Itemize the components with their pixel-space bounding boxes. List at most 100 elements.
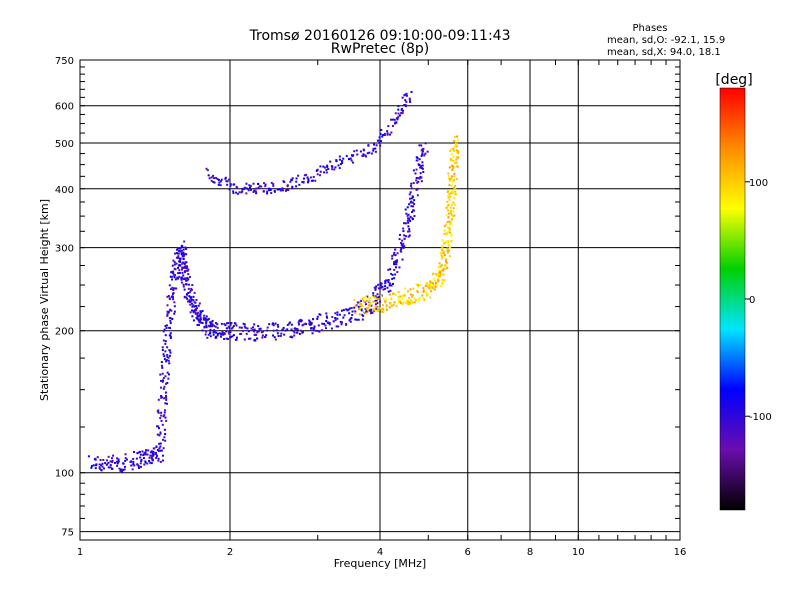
data-point [204,317,207,320]
data-point [425,294,428,297]
data-point [176,266,179,269]
data-point [207,333,210,336]
data-point [447,172,450,175]
data-point [435,272,438,275]
data-point [213,177,216,180]
data-point [277,335,280,338]
data-point [408,227,411,230]
data-point [233,322,236,325]
data-point [227,325,230,328]
data-point [390,131,393,134]
data-point [184,246,187,249]
data-point [152,454,155,457]
data-point [165,327,168,330]
data-point [357,305,360,308]
data-point [447,196,450,199]
data-point [302,180,305,183]
data-point [167,311,170,314]
data-point [449,222,452,225]
data-point [421,161,424,164]
data-point [398,298,401,301]
data-point [199,313,202,316]
data-point [450,222,453,225]
data-point [404,301,407,304]
data-point [316,315,319,318]
data-point [308,319,311,322]
data-point [205,315,208,318]
data-point [111,459,114,462]
data-point [405,299,408,302]
data-point [272,183,275,186]
data-point [201,321,204,324]
data-point [443,250,446,253]
data-point [130,464,133,467]
data-point [187,287,190,290]
data-point [377,297,380,300]
data-point [340,323,343,326]
data-point [123,468,126,471]
data-point [172,292,175,295]
data-point [166,381,169,384]
data-point [419,166,422,169]
data-point [360,308,363,311]
data-point [257,325,260,328]
data-point [448,229,451,232]
data-point [306,181,309,184]
data-point [441,273,444,276]
data-point [326,165,329,168]
data-point [405,235,408,238]
data-point [447,216,450,219]
data-point [272,329,275,332]
data-point [406,217,409,220]
data-point [452,156,455,159]
data-point [115,460,118,463]
data-point [165,359,168,362]
data-point [395,263,398,266]
data-point [159,386,162,389]
data-point [195,304,198,307]
data-point [375,299,378,302]
data-point [379,300,382,303]
data-point [422,170,425,173]
data-point [202,317,205,320]
data-point [386,133,389,136]
data-point [370,304,373,307]
data-point [159,417,162,420]
data-point [454,184,457,187]
data-point [223,338,226,341]
data-point [441,283,444,286]
data-point [425,282,428,285]
data-point [234,338,237,341]
data-point [168,326,171,329]
data-point [400,250,403,253]
data-point [216,332,219,335]
data-point [146,462,149,465]
data-point [366,309,369,312]
data-point [110,457,113,460]
data-point [417,180,420,183]
data-point [227,322,230,325]
data-point [205,322,208,325]
data-point [448,193,451,196]
data-point [415,168,418,171]
data-point [191,315,194,318]
data-point [293,334,296,337]
data-point [441,239,444,242]
data-point [186,293,189,296]
colorbar-gradient [719,87,746,511]
data-point [319,313,322,316]
data-point [394,266,397,269]
data-point [189,300,192,303]
data-point [173,267,176,270]
data-point [385,308,388,311]
data-point [120,468,123,471]
data-point [206,318,209,321]
data-point [348,307,351,310]
data-point [374,287,377,290]
data-point [418,300,421,303]
data-point [402,227,405,230]
data-point [371,311,374,314]
data-point [378,136,381,139]
colorbar: [deg] 100 0 -100 [715,72,772,511]
data-point [313,325,316,328]
